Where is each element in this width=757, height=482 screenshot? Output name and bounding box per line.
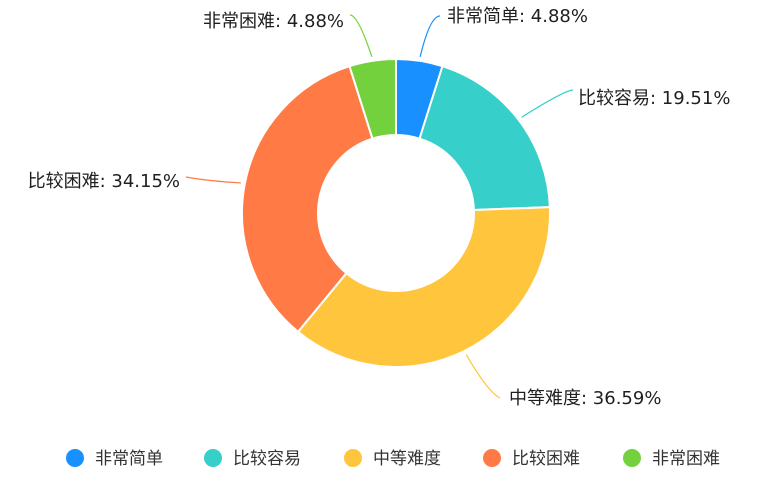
donut-slices — [241, 58, 551, 368]
slice-label-5: 非常困难: 4.88% — [203, 11, 344, 32]
legend-marker — [483, 449, 501, 467]
legend-label: 非常简单 — [95, 449, 163, 469]
leader-line-4 — [185, 176, 241, 184]
leader-line-2 — [521, 89, 574, 118]
leader-line-5 — [349, 14, 373, 58]
legend-marker — [344, 449, 362, 467]
legend-item-2[interactable]: 比较容易 — [204, 449, 301, 469]
legend-label: 比较困难 — [512, 449, 580, 469]
legend-label: 中等难度 — [373, 449, 441, 469]
slice-labels: 非常简单: 4.88% 比较容易: 19.51% 中等难度: 36.59% 比较困难:… — [28, 6, 731, 409]
leader-line-3 — [465, 354, 501, 399]
slice-3[interactable] — [297, 206, 551, 368]
legend-label: 比较容易 — [233, 449, 301, 469]
slice-label-3: 中等难度: 36.59% — [509, 388, 661, 409]
legend-label: 非常困难 — [652, 449, 720, 469]
slice-5[interactable] — [348, 58, 397, 140]
legend-item-3[interactable]: 中等难度 — [344, 449, 441, 469]
legend-marker — [623, 449, 641, 467]
legend: 非常简单 比较容易 中等难度 比较困难 非常困难 — [66, 449, 720, 469]
leader-line-1 — [419, 15, 441, 57]
slice-4[interactable] — [241, 65, 374, 333]
legend-marker — [66, 449, 84, 467]
slice-label-4: 比较困难: 34.15% — [28, 171, 180, 192]
leader-lines — [185, 14, 574, 399]
legend-item-1[interactable]: 非常简单 — [66, 449, 163, 469]
legend-item-5[interactable]: 非常困难 — [623, 449, 720, 469]
slice-label-2: 比较容易: 19.51% — [578, 88, 730, 109]
slice-label-1: 非常简单: 4.88% — [447, 6, 588, 27]
legend-item-4[interactable]: 比较困难 — [483, 449, 580, 469]
slice-2[interactable] — [418, 65, 551, 211]
legend-marker — [204, 449, 222, 467]
